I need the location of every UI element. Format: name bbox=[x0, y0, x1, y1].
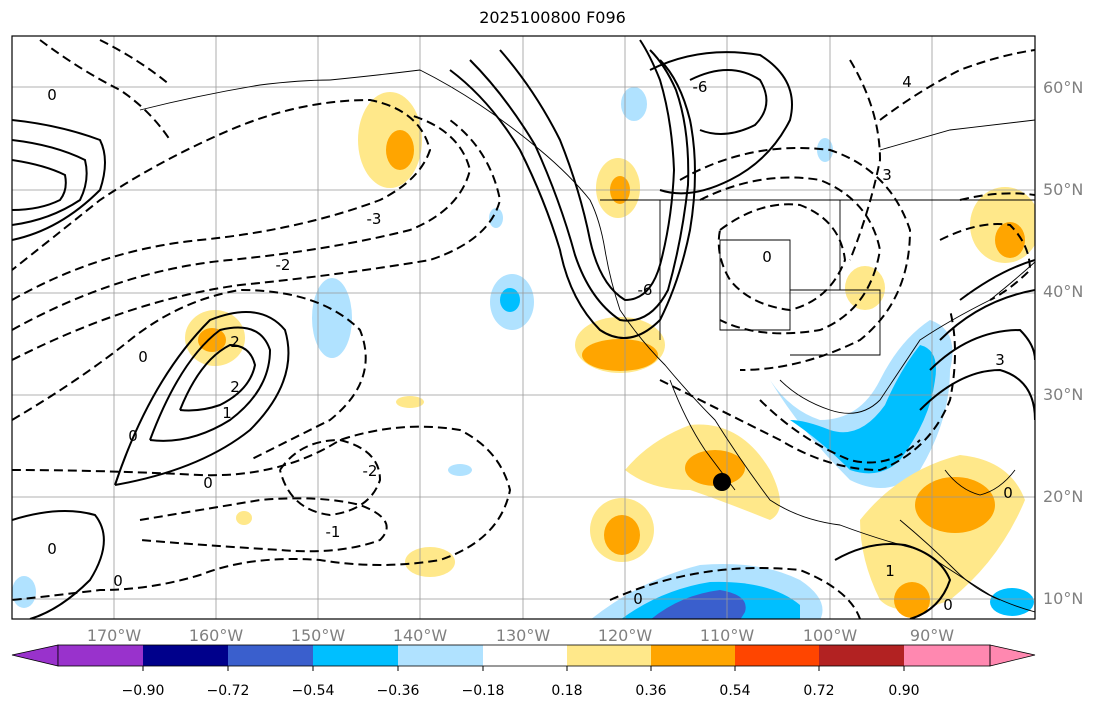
shade-blob bbox=[12, 576, 36, 608]
contour-label: 1 bbox=[885, 562, 895, 580]
shade-blob bbox=[448, 464, 472, 476]
longitude-label: 140°W bbox=[392, 626, 448, 645]
contour-label: -6 bbox=[693, 78, 708, 96]
longitude-label: 170°W bbox=[86, 626, 142, 645]
longitude-label: 130°W bbox=[495, 626, 551, 645]
shade-blob bbox=[604, 515, 640, 555]
colorbar-segment bbox=[819, 645, 904, 666]
colorbar-segment bbox=[143, 645, 228, 666]
shade-blob bbox=[312, 278, 352, 358]
colorbar-segment bbox=[483, 645, 567, 666]
shade-blob bbox=[995, 222, 1025, 258]
contour-label: 0 bbox=[113, 572, 123, 590]
contour-label: 0 bbox=[47, 86, 57, 104]
latitude-label: 20°N bbox=[1043, 487, 1084, 506]
shade-blob bbox=[790, 345, 936, 474]
shade-blob bbox=[817, 138, 833, 162]
contour-label: 0 bbox=[1003, 484, 1013, 502]
contour-label: 3 bbox=[995, 351, 1005, 369]
shade-blob bbox=[396, 396, 424, 408]
colorbar-tick-label: −0.36 bbox=[376, 683, 420, 699]
contour-label: -2 bbox=[363, 462, 378, 480]
colorbar-tick-label: −0.90 bbox=[121, 683, 165, 699]
shade-blob bbox=[236, 511, 252, 525]
colorbar-extend-left bbox=[11, 644, 59, 667]
colorbar-tick-label: −0.54 bbox=[291, 683, 335, 699]
colorbar-segment bbox=[651, 645, 735, 666]
longitude-label: 150°W bbox=[290, 626, 346, 645]
colorbar-tick-label: 0.72 bbox=[803, 683, 835, 699]
map-plot: 0 0 0 0 0 0 0 0 0 -1 -2 -2 -3 3 2 2 1 1 … bbox=[11, 35, 1036, 620]
solid-contours bbox=[12, 39, 1035, 619]
contour-label: 0 bbox=[203, 474, 213, 492]
colorbar-segment bbox=[228, 645, 313, 666]
colorbar-tick-label: 0.36 bbox=[635, 683, 667, 699]
shade-blob bbox=[845, 266, 885, 310]
contour-label: -1 bbox=[326, 523, 341, 541]
longitude-label: 90°W bbox=[909, 626, 955, 645]
colorbar-tick-label: 0.18 bbox=[551, 683, 583, 699]
contour-label: 2 bbox=[230, 333, 240, 351]
shade-blob bbox=[990, 588, 1034, 616]
colorbar-segment bbox=[735, 645, 819, 666]
latitude-label: 50°N bbox=[1043, 180, 1084, 199]
colorbar-tick-label: −0.72 bbox=[206, 683, 250, 699]
latitude-label: 60°N bbox=[1043, 78, 1084, 97]
colorbar bbox=[11, 644, 1036, 671]
contour-label: 0 bbox=[633, 590, 643, 608]
latitude-label: 30°N bbox=[1043, 385, 1084, 404]
shade-blob bbox=[894, 582, 930, 618]
colorbar-segment bbox=[398, 645, 483, 666]
contour-label: -2 bbox=[276, 256, 291, 274]
location-marker bbox=[713, 473, 731, 491]
contour-label: -3 bbox=[367, 210, 382, 228]
shade-blob bbox=[582, 339, 658, 371]
contour-label: 2 bbox=[230, 378, 240, 396]
contour-label: 3 bbox=[882, 166, 892, 184]
colorbar-tick-label: 0.54 bbox=[719, 683, 751, 699]
colorbar-segment bbox=[567, 645, 651, 666]
shade-blob bbox=[198, 328, 226, 352]
longitude-label: 100°W bbox=[802, 626, 858, 645]
contour-label: 0 bbox=[47, 540, 57, 558]
contour-label: 0 bbox=[762, 248, 772, 266]
longitude-label: 110°W bbox=[699, 626, 755, 645]
contour-label: 0 bbox=[128, 427, 138, 445]
map-frame bbox=[11, 35, 1036, 620]
shade-blob bbox=[621, 87, 647, 121]
contour-label: 0 bbox=[943, 596, 953, 614]
contour-label: -6 bbox=[638, 281, 653, 299]
latitude-label: 40°N bbox=[1043, 282, 1084, 301]
colorbar-extend-right bbox=[989, 644, 1036, 667]
dashed-contours bbox=[12, 39, 1035, 619]
shade-blob bbox=[500, 288, 520, 312]
map-title: 2025100800 F096 bbox=[479, 8, 626, 27]
shade-blob bbox=[386, 130, 414, 170]
longitude-label: 120°W bbox=[597, 626, 653, 645]
latitude-label: 10°N bbox=[1043, 589, 1084, 608]
contour-label: 1 bbox=[222, 404, 232, 422]
colorbar-segment bbox=[58, 645, 143, 666]
contour-label: 0 bbox=[138, 348, 148, 366]
contour-label: 4 bbox=[902, 73, 912, 91]
colorbar-segment bbox=[313, 645, 398, 666]
shade-blob bbox=[685, 450, 745, 486]
longitude-label: 160°W bbox=[188, 626, 244, 645]
colorbar-tick-label: −0.18 bbox=[461, 683, 505, 699]
colorbar-tick-label: 0.90 bbox=[888, 683, 920, 699]
shade-blob bbox=[915, 477, 995, 533]
shade-blob bbox=[651, 590, 746, 619]
colorbar-segment bbox=[904, 645, 990, 666]
shade-blob bbox=[489, 208, 503, 228]
